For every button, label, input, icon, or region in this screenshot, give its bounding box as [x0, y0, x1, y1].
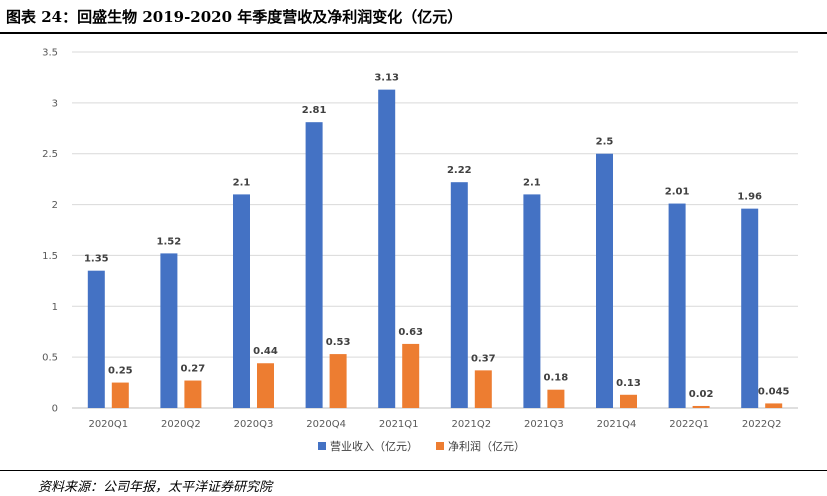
- bars: [87, 89, 783, 409]
- net-profit-data-label: 0.37: [471, 353, 496, 364]
- x-tick-label: 2020Q3: [234, 419, 274, 430]
- net-profit-bar: [547, 389, 565, 408]
- net-profit-bar: [765, 403, 783, 408]
- net-profit-bar: [184, 380, 202, 408]
- y-axis-ticks: 0 0.5 1 1.5 2 2.5 3 3.5: [42, 48, 58, 415]
- net-profit-data-label: 0.045: [758, 386, 790, 397]
- net-profit-data-label: 0.53: [326, 337, 351, 348]
- data-labels: 1.35 0.25 1.52 0.27 2.1 0.44 2.81 0.53 3.13 0.63 2…: [84, 73, 790, 400]
- net-profit-data-label: 0.18: [544, 373, 569, 384]
- x-tick-label: 2022Q1: [669, 419, 709, 430]
- net-profit-bar: [692, 405, 710, 408]
- net-profit-data-label: 0.27: [181, 364, 206, 375]
- net-profit-bar: [257, 363, 274, 408]
- net-profit-bar: [329, 354, 347, 408]
- y-tick-label: 2: [52, 200, 58, 211]
- title-rule: [0, 32, 827, 34]
- revenue-bar: [233, 194, 250, 408]
- legend-swatch-net-profit: [436, 442, 444, 450]
- net-profit-bar: [402, 343, 420, 408]
- legend-swatch-revenue: [318, 442, 326, 450]
- revenue-bar: [596, 153, 613, 408]
- y-tick-label: 3.5: [42, 48, 58, 59]
- net-profit-bar: [474, 370, 492, 408]
- revenue-data-label: 2.1: [523, 177, 541, 188]
- y-tick-label: 2.5: [42, 149, 58, 160]
- x-axis-ticks: 2020Q1 2020Q2 2020Q3 2020Q4 2021Q1 2021Q2 2021…: [88, 419, 781, 430]
- revenue-bar: [305, 122, 323, 408]
- y-tick-label: 3: [52, 98, 58, 109]
- x-tick-label: 2020Q1: [88, 419, 128, 430]
- net-profit-data-label: 0.44: [253, 346, 278, 357]
- net-profit-data-label: 0.02: [689, 389, 714, 400]
- x-tick-label: 2021Q4: [597, 419, 637, 430]
- revenue-data-label: 2.81: [302, 105, 327, 116]
- revenue-data-label: 2.1: [233, 177, 251, 188]
- legend: 营业收入（亿元） 净利润（亿元）: [318, 439, 525, 453]
- revenue-bar: [160, 253, 178, 408]
- net-profit-data-label: 0.25: [108, 366, 133, 377]
- revenue-data-label: 1.35: [84, 254, 109, 265]
- y-tick-label: 0.5: [42, 353, 58, 364]
- y-tick-label: 0: [52, 404, 58, 415]
- x-tick-label: 2020Q4: [306, 419, 346, 430]
- source-note: 资料来源：公司年报，太平洋证券研究院: [38, 480, 273, 495]
- y-tick-label: 1.5: [42, 251, 58, 262]
- revenue-bar: [668, 203, 686, 408]
- revenue-data-label: 2.01: [665, 187, 690, 198]
- revenue-data-label: 1.52: [157, 236, 182, 247]
- revenue-bar: [741, 208, 759, 408]
- net-profit-bar: [111, 382, 129, 408]
- revenue-data-label: 1.96: [737, 192, 762, 203]
- x-tick-label: 2021Q2: [451, 419, 491, 430]
- x-tick-label: 2020Q2: [161, 419, 201, 430]
- revenue-data-label: 3.13: [374, 73, 399, 84]
- legend-label-revenue: 营业收入（亿元）: [330, 439, 418, 453]
- revenue-bar: [87, 270, 105, 408]
- x-tick-label: 2022Q2: [742, 419, 782, 430]
- x-tick-label: 2021Q1: [379, 419, 419, 430]
- revenue-data-label: 2.5: [596, 137, 614, 148]
- net-profit-bar: [620, 394, 637, 408]
- bar-chart: 00.511.522.533.5 1.350.251.520.272.10.44…: [42, 48, 798, 453]
- revenue-bar: [523, 194, 541, 408]
- gridlines: [72, 51, 798, 409]
- y-tick-label: 1: [52, 302, 58, 313]
- revenue-data-label: 2.22: [447, 165, 472, 176]
- revenue-bar: [450, 182, 468, 408]
- source-rule: [0, 470, 827, 471]
- figure-title: 图表 24：回盛生物 2019-2020 年季度营收及净利润变化（亿元）: [6, 8, 463, 26]
- revenue-bar: [378, 89, 396, 409]
- net-profit-data-label: 0.63: [398, 327, 423, 338]
- net-profit-data-label: 0.13: [616, 378, 641, 389]
- x-tick-label: 2021Q3: [524, 419, 564, 430]
- legend-label-net-profit: 净利润（亿元）: [448, 439, 525, 453]
